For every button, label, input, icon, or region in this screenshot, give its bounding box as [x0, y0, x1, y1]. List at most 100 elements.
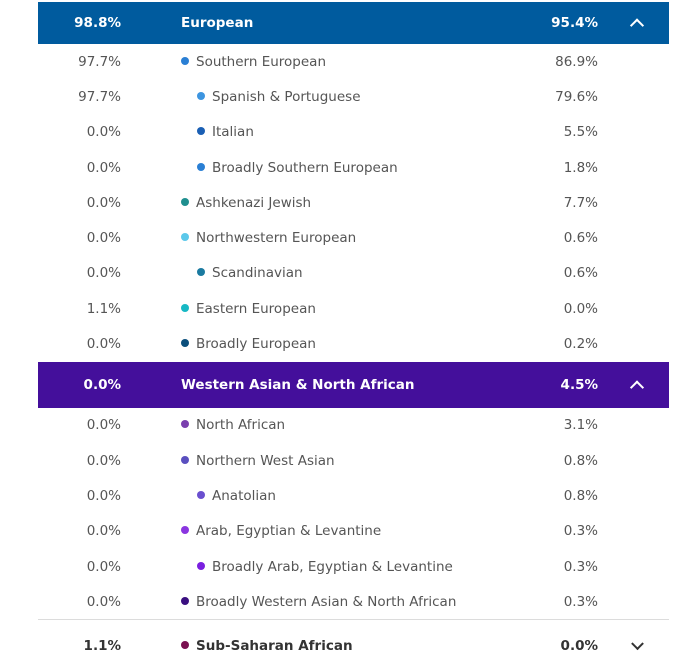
left-value: 0.0%	[86, 265, 121, 282]
population-row[interactable]: 0.0% Broadly European 0.2%	[38, 326, 669, 361]
european-right-value: 95.4%	[551, 15, 598, 31]
left-value: 0.0%	[86, 124, 121, 141]
left-value: 0.0%	[86, 336, 121, 353]
chevron-up-icon[interactable]	[629, 380, 645, 395]
european-header-bar[interactable]: 98.8% European 95.4%	[38, 2, 669, 44]
color-dot-icon	[181, 303, 189, 312]
population-row[interactable]: 97.7% Spanish & Portuguese 79.6%	[38, 79, 669, 114]
population-label: North African	[181, 417, 285, 433]
right-value: 1.8%	[563, 159, 598, 176]
ancestry-comparison-table: 98.8% European 95.4% 97.7% Southern Europ…	[38, 2, 669, 664]
population-label: Italian	[197, 124, 254, 140]
population-name: North African	[196, 417, 286, 434]
population-name: Broadly Western Asian & North African	[196, 593, 457, 610]
left-value: 0.0%	[86, 558, 121, 575]
western-asian-right-value: 4.5%	[560, 376, 598, 393]
population-row[interactable]: 0.0% Broadly Arab, Egyptian & Levantine 0.…	[38, 549, 669, 584]
sub-saharan-label: Sub-Saharan African	[181, 638, 353, 654]
population-row[interactable]: 97.7% Southern European 86.9%	[38, 44, 669, 79]
left-value: 97.7%	[78, 53, 121, 70]
right-value: 0.3%	[563, 523, 598, 540]
left-value: 0.0%	[86, 452, 121, 469]
western-asian-label: Western Asian & North African	[181, 376, 415, 393]
right-value: 0.0%	[563, 300, 598, 317]
color-dot-icon	[197, 268, 205, 277]
sub-saharan-row[interactable]: 1.1% Sub-Saharan African 0.0%	[38, 619, 669, 664]
chevron-down-icon[interactable]	[631, 637, 644, 651]
population-row[interactable]: 0.0% Ashkenazi Jewish 7.7%	[38, 185, 669, 220]
population-name: Ashkenazi Jewish	[196, 194, 312, 211]
population-row[interactable]: 0.0% Arab, Egyptian & Levantine 0.3%	[38, 514, 669, 549]
sub-saharan-right-value: 0.0%	[560, 637, 598, 654]
population-row[interactable]: 0.0% Broadly Western Asian & North Africa…	[38, 584, 669, 619]
population-name: Spanish & Portuguese	[212, 88, 361, 105]
right-value: 79.6%	[555, 88, 598, 105]
left-value: 0.0%	[86, 487, 121, 504]
chevron-up-icon[interactable]	[629, 18, 645, 33]
european-left-value: 98.8%	[74, 15, 121, 31]
right-value: 0.8%	[563, 452, 598, 469]
population-name: Broadly European	[196, 336, 316, 353]
sub-saharan-name: Sub-Saharan African	[196, 637, 353, 654]
population-row[interactable]: 0.0% Northern West Asian 0.8%	[38, 443, 669, 478]
population-row[interactable]: 0.0% Scandinavian 0.6%	[38, 256, 669, 291]
right-value: 7.7%	[563, 194, 598, 211]
right-value: 0.2%	[563, 336, 598, 353]
european-rows: 97.7% Southern European 86.9% 97.7% Spanish …	[38, 44, 669, 362]
left-value: 0.0%	[86, 230, 121, 247]
population-label: Anatolian	[197, 488, 276, 504]
population-name: Arab, Egyptian & Levantine	[196, 523, 382, 540]
left-value: 0.0%	[86, 593, 121, 610]
left-value: 0.0%	[86, 417, 121, 434]
population-name: Broadly Southern European	[212, 159, 398, 176]
color-dot-icon	[181, 233, 189, 242]
population-name: Northwestern European	[196, 230, 357, 247]
color-dot-icon	[181, 420, 189, 429]
color-dot-icon	[181, 197, 189, 206]
sub-saharan-left-value: 1.1%	[83, 637, 121, 654]
population-label: Southern European	[181, 54, 326, 70]
right-value: 0.3%	[563, 593, 598, 610]
color-dot-icon	[181, 526, 189, 535]
left-value: 0.0%	[86, 523, 121, 540]
population-label: Broadly Southern European	[197, 160, 398, 176]
population-name: Broadly Arab, Egyptian & Levantine	[212, 558, 453, 575]
population-name: Italian	[212, 124, 254, 141]
population-name: Eastern European	[196, 300, 316, 317]
western-asian-left-value: 0.0%	[83, 376, 121, 393]
color-dot-icon	[181, 455, 189, 464]
population-row[interactable]: 1.1% Eastern European 0.0%	[38, 291, 669, 326]
right-value: 0.3%	[563, 558, 598, 575]
left-value: 97.7%	[78, 88, 121, 105]
right-value: 5.5%	[563, 124, 598, 141]
population-row[interactable]: 0.0% Italian 5.5%	[38, 115, 669, 150]
population-name: Northern West Asian	[196, 452, 335, 469]
right-value: 86.9%	[555, 53, 598, 70]
color-dot-icon	[181, 596, 189, 605]
color-dot-icon	[197, 490, 205, 499]
right-value: 0.8%	[563, 487, 598, 504]
western-asian-rows: 0.0% North African 3.1% 0.0% Northern West A…	[38, 408, 669, 620]
population-row[interactable]: 0.0% Anatolian 0.8%	[38, 478, 669, 513]
left-value: 0.0%	[86, 159, 121, 176]
population-label: Northern West Asian	[181, 453, 335, 469]
color-dot-icon	[197, 162, 205, 171]
right-value: 0.6%	[563, 230, 598, 247]
population-label: Spanish & Portuguese	[197, 89, 361, 105]
population-row[interactable]: 0.0% North African 3.1%	[38, 408, 669, 443]
right-value: 3.1%	[563, 417, 598, 434]
left-value: 0.0%	[86, 194, 121, 211]
population-label: Eastern European	[181, 301, 316, 317]
population-name: Anatolian	[212, 487, 276, 504]
western-asian-header-bar[interactable]: 0.0% Western Asian & North African 4.5%	[38, 361, 669, 408]
population-row[interactable]: 0.0% Northwestern European 0.6%	[38, 220, 669, 255]
population-label: Arab, Egyptian & Levantine	[181, 523, 381, 539]
color-dot-icon	[181, 56, 189, 65]
population-row[interactable]: 0.0% Broadly Southern European 1.8%	[38, 150, 669, 185]
left-value: 1.1%	[86, 300, 121, 317]
population-label: Broadly Western Asian & North African	[181, 594, 456, 610]
european-label: European	[181, 15, 254, 31]
color-dot-icon	[197, 127, 205, 136]
population-label: Ashkenazi Jewish	[181, 195, 311, 211]
color-dot-icon	[197, 91, 205, 100]
